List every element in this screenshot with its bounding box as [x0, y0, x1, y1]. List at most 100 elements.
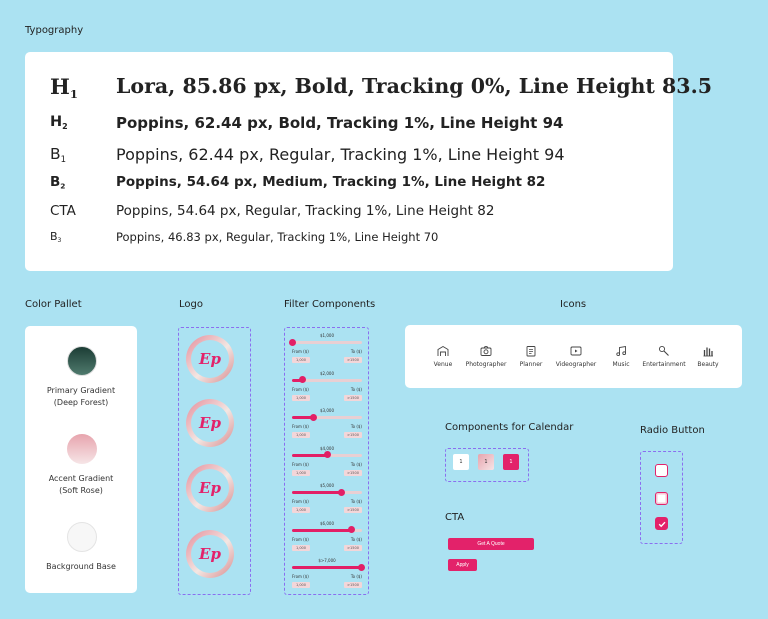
- price-slider[interactable]: $>7,000 From ($) To ($) 1,000 >1500: [292, 558, 365, 594]
- from-label: From ($): [292, 386, 309, 392]
- radio-button-unchecked[interactable]: [655, 464, 668, 477]
- typography-tag: B2: [50, 174, 66, 191]
- slider-track[interactable]: [292, 376, 362, 383]
- slider-track[interactable]: [292, 451, 362, 458]
- swatch-label: Accent Gradient (Soft Rose): [48, 474, 114, 495]
- icon-item-videographer[interactable]: Videographer: [551, 345, 601, 368]
- typography-tag: H1: [50, 74, 78, 102]
- color-pallet-card: Primary Gradient (Deep Forest) Accent Gra…: [25, 326, 137, 593]
- slider-value: $1,000: [320, 333, 334, 338]
- icon-item-entertainment[interactable]: Entertainment: [639, 345, 689, 368]
- slider-track[interactable]: [292, 413, 362, 421]
- slider-handle[interactable]: [299, 376, 306, 383]
- slider-fill: [292, 378, 303, 382]
- typography-tag: CTA: [50, 203, 76, 219]
- slider-handle[interactable]: [357, 563, 365, 571]
- radio-frame: [640, 451, 683, 544]
- filter-frame: $1,000 From ($) To ($) 1,000 >1500 $2,000 From…: [284, 327, 369, 595]
- logo-frame: Ep Ep Ep Ep: [178, 327, 251, 595]
- logo-mark: Ep: [186, 464, 234, 512]
- to-input[interactable]: >1500: [344, 582, 362, 588]
- from-label: From ($): [292, 349, 309, 354]
- to-input[interactable]: >1500: [344, 544, 362, 551]
- from-input[interactable]: 1,000: [292, 582, 310, 588]
- logo-mark: Ep: [186, 530, 234, 578]
- check-icon: [658, 521, 666, 527]
- get-a-quote-button[interactable]: Get A Quote: [448, 538, 534, 550]
- to-input[interactable]: >1500: [344, 432, 362, 438]
- to-input[interactable]: >1500: [344, 357, 362, 363]
- from-label: From ($): [292, 536, 309, 542]
- from-input[interactable]: 1,000: [292, 432, 310, 438]
- from-label: From ($): [292, 499, 309, 504]
- to-input[interactable]: >1500: [344, 507, 362, 513]
- from-input[interactable]: 1,000: [292, 357, 310, 363]
- slider-value: $3,000: [320, 408, 334, 413]
- radio-button-title: Radio Button: [640, 425, 705, 436]
- planner-icon: [526, 346, 536, 357]
- to-label: To ($): [350, 349, 362, 354]
- from-input[interactable]: 1,000: [292, 469, 310, 476]
- to-label: To ($): [350, 424, 362, 429]
- slider-track[interactable]: [292, 563, 365, 571]
- slider-fill: [292, 416, 313, 419]
- price-slider[interactable]: $3,000 From ($) To ($) 1,000 >1500: [292, 408, 362, 444]
- to-input[interactable]: >1500: [344, 469, 362, 476]
- icon-item-music[interactable]: Music: [596, 345, 646, 368]
- slider-value: $2,000: [320, 370, 334, 376]
- icon-item-venue[interactable]: Venue: [418, 345, 468, 368]
- slider-handle[interactable]: [309, 413, 317, 421]
- typography-tag: B1: [50, 145, 67, 165]
- icon-item-planner[interactable]: Planner: [506, 345, 556, 368]
- typography-row-h1: H1 Lora, 85.86 px, Bold, Tracking 0%, Li…: [25, 74, 712, 104]
- color-pallet-title: Color Pallet: [25, 299, 82, 310]
- music-icon: [616, 345, 627, 357]
- typography-tag: H2: [50, 114, 68, 131]
- to-label: To ($): [350, 461, 362, 467]
- from-input[interactable]: 1,000: [292, 507, 310, 513]
- apply-button[interactable]: Apply: [448, 559, 477, 571]
- from-input[interactable]: 1,000: [292, 394, 310, 401]
- radio-button-hover[interactable]: [655, 492, 668, 505]
- typography-title: Typography: [25, 25, 84, 36]
- price-slider[interactable]: $1,000 From ($) To ($) 1,000 >1500: [288, 333, 362, 369]
- from-label: From ($): [292, 574, 309, 579]
- calendar-day-selected[interactable]: 1: [503, 454, 519, 470]
- to-label: To ($): [350, 574, 362, 579]
- slider-handle[interactable]: [337, 488, 345, 496]
- to-input[interactable]: >1500: [344, 394, 362, 401]
- icons-card: Venue Photographer Planner Videographer …: [405, 325, 742, 388]
- slider-handle[interactable]: [323, 451, 331, 458]
- typography-spec: Poppins, 62.44 px, Regular, Tracking 1%,…: [116, 145, 565, 164]
- logo-mark: Ep: [186, 399, 234, 447]
- slider-value: $5,000: [320, 483, 334, 488]
- price-slider[interactable]: $6,000 From ($) To ($) 1,000 >1500: [292, 521, 362, 557]
- icon-item-beauty[interactable]: Beauty: [683, 345, 733, 368]
- logo-title: Logo: [179, 299, 203, 310]
- typography-spec: Lora, 85.86 px, Bold, Tracking 0%, Line …: [116, 74, 712, 98]
- price-slider[interactable]: $5,000 From ($) To ($) 1,000 >1500: [292, 483, 362, 519]
- radio-button-checked[interactable]: [655, 517, 668, 530]
- icon-item-photographer[interactable]: Photographer: [461, 345, 511, 368]
- price-slider[interactable]: $2,000 From ($) To ($) 1,000 >1500: [292, 371, 362, 407]
- typography-card: H1 Lora, 85.86 px, Bold, Tracking 0%, Li…: [25, 52, 712, 271]
- slider-track[interactable]: [292, 526, 362, 533]
- logo-mark: Ep: [186, 335, 234, 383]
- typography-tag: B3: [50, 230, 62, 245]
- price-slider[interactable]: $4,000 From ($) To ($) 1,000 >1500: [292, 446, 362, 482]
- slider-track[interactable]: [292, 488, 362, 496]
- calendar-day-hover[interactable]: 1: [478, 454, 494, 470]
- slider-handle[interactable]: [288, 338, 296, 346]
- filter-components-title: Filter Components: [284, 299, 376, 310]
- video-icon: [570, 346, 582, 356]
- from-label: From ($): [292, 461, 309, 467]
- calendar-day-default[interactable]: 1: [453, 454, 469, 470]
- slider-handle[interactable]: [348, 526, 355, 533]
- beauty-icon: [703, 347, 713, 357]
- from-input[interactable]: 1,000: [292, 544, 310, 551]
- camera-icon: [480, 346, 492, 356]
- slider-value: $>7,000: [318, 558, 336, 563]
- slider-value: $4,000: [320, 445, 334, 451]
- slider-track[interactable]: [288, 338, 362, 346]
- typography-spec: Poppins, 54.64 px, Medium, Tracking 1%, …: [116, 174, 546, 190]
